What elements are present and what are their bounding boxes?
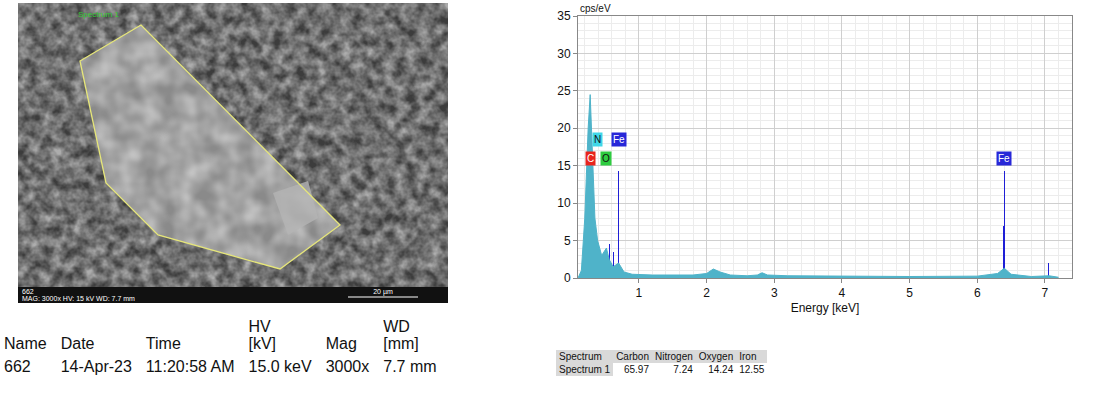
html-text:7.7 mm: 7.7 mm [383,358,437,375]
html-text:Date: Date [60,335,95,352]
html-text:662: 662 [4,358,31,375]
svg-text:O: O [602,153,610,164]
html-text:3000x: 3000x [325,358,370,375]
svg-text:20: 20 [557,121,571,135]
svg-text:20 µm: 20 µm [373,288,393,296]
html-text:Carbon: Carbon [616,351,649,362]
svg-text:cps/eV: cps/eV [580,3,611,14]
svg-text:2: 2 [703,286,710,300]
svg-text:25: 25 [557,84,571,98]
html-text:15.0 keV: 15.0 keV [248,358,312,375]
html-text:7.24: 7.24 [673,364,693,375]
svg-text:5: 5 [564,234,571,248]
html-text:14-Apr-23: 14-Apr-23 [60,358,132,375]
html-text:WD: WD [383,318,410,335]
html-text:Nitrogen: Nitrogen [655,351,693,362]
html-text:65.97: 65.97 [623,364,649,375]
html-text:[mm]: [mm] [383,335,419,352]
svg-text:3: 3 [771,286,778,300]
html-text:14.24: 14.24 [708,364,734,375]
svg-text:6: 6 [974,286,981,300]
html-text:Spectrum 1: Spectrum 1 [559,364,611,375]
html-text:Iron: Iron [739,351,757,362]
html-text:[kV]: [kV] [248,335,277,352]
svg-text:4: 4 [839,286,846,300]
svg-text:30: 30 [557,47,571,61]
html-text:11:20:58 AM: 11:20:58 AM [145,358,235,375]
svg-text:1: 1 [636,286,643,300]
svg-text:0: 0 [564,271,571,285]
svg-text:C: C [587,153,594,164]
svg-text:662: 662 [22,288,34,295]
svg-text:5: 5 [906,286,913,300]
html-text:Time: Time [145,335,181,352]
html-text:Name: Name [4,335,47,352]
svg-text:MAG: 3000x HV: 15 kV WD: 7: MAG: 3000x HV: 15 kV WD: 7.7 mm [22,295,135,302]
svg-text:Fe: Fe [998,153,1010,164]
svg-text:15: 15 [557,159,571,173]
svg-text:7: 7 [1042,286,1049,300]
html-text:12.55: 12.55 [739,364,765,375]
svg-text:Energy [keV]: Energy [keV] [791,301,860,315]
svg-text:Spectrum 1: Spectrum 1 [78,10,119,19]
svg-text:10: 10 [557,196,571,210]
svg-text:Fe: Fe [613,134,625,145]
html-text:HV: HV [248,318,271,335]
html-text:Mag: Mag [325,335,357,352]
html-text:Oxygen: Oxygen [698,351,734,362]
svg-text:35: 35 [557,9,571,23]
html-text:Spectrum: Spectrum [559,351,602,362]
svg-text:N: N [594,134,601,145]
